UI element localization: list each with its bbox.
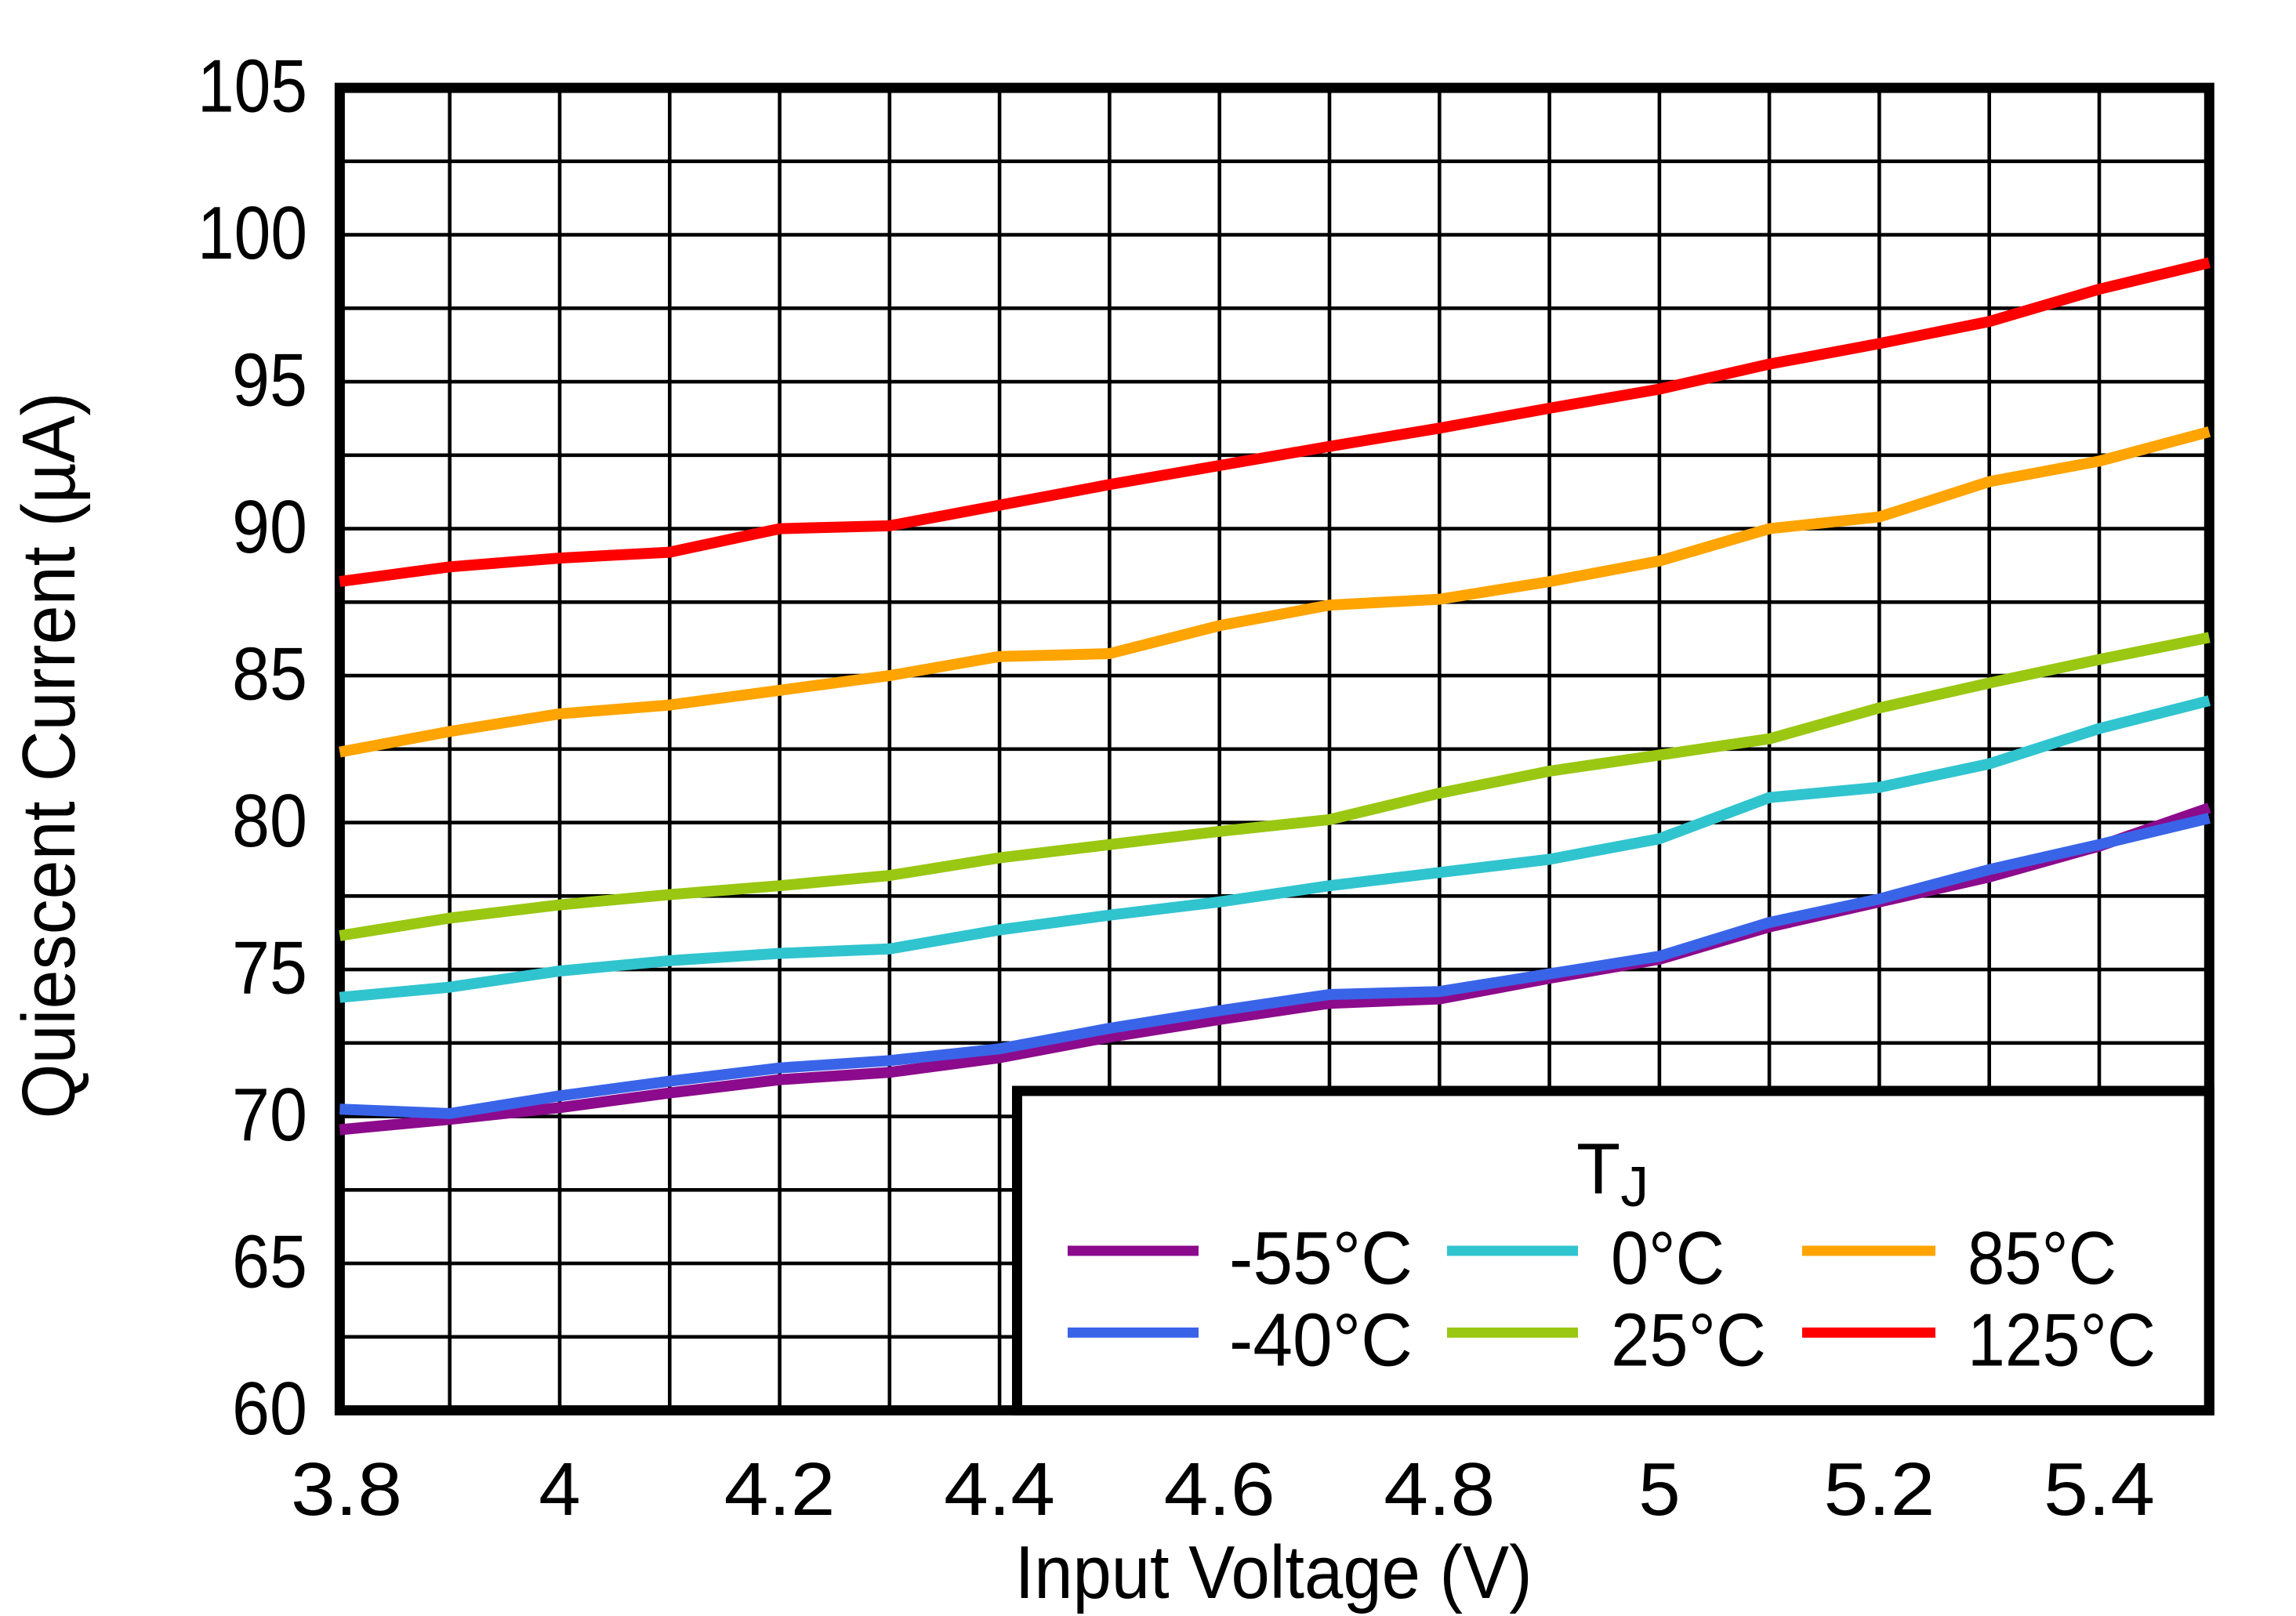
- svg-text:4.6: 4.6: [1164, 1448, 1275, 1531]
- svg-text:95: 95: [232, 339, 307, 422]
- svg-text:25°C: 25°C: [1611, 1299, 1766, 1382]
- svg-text:Input Voltage (V): Input Voltage (V): [1015, 1531, 1532, 1614]
- svg-text:5: 5: [1638, 1448, 1680, 1531]
- svg-text:-55°C: -55°C: [1229, 1216, 1413, 1300]
- svg-text:4.2: 4.2: [724, 1448, 836, 1531]
- svg-text:85: 85: [232, 632, 307, 716]
- svg-text:3.8: 3.8: [291, 1448, 402, 1531]
- svg-text:5.2: 5.2: [1823, 1448, 1935, 1531]
- svg-text:Quiescent Current (µA): Quiescent Current (µA): [7, 393, 91, 1119]
- svg-text:-40°C: -40°C: [1229, 1299, 1413, 1382]
- svg-text:100: 100: [198, 191, 307, 275]
- svg-text:4.8: 4.8: [1384, 1448, 1495, 1531]
- svg-text:60: 60: [232, 1367, 307, 1451]
- svg-text:90: 90: [232, 485, 307, 569]
- svg-text:80: 80: [232, 779, 307, 863]
- svg-text:5.4: 5.4: [2044, 1448, 2155, 1531]
- svg-text:65: 65: [232, 1220, 307, 1304]
- svg-text:0°C: 0°C: [1611, 1216, 1725, 1300]
- svg-text:85°C: 85°C: [1968, 1216, 2116, 1300]
- svg-text:75: 75: [232, 926, 307, 1010]
- svg-text:70: 70: [232, 1073, 307, 1157]
- svg-text:4.4: 4.4: [944, 1448, 1055, 1531]
- svg-text:4: 4: [539, 1448, 580, 1531]
- svg-text:125°C: 125°C: [1968, 1299, 2156, 1382]
- svg-text:105: 105: [198, 45, 307, 129]
